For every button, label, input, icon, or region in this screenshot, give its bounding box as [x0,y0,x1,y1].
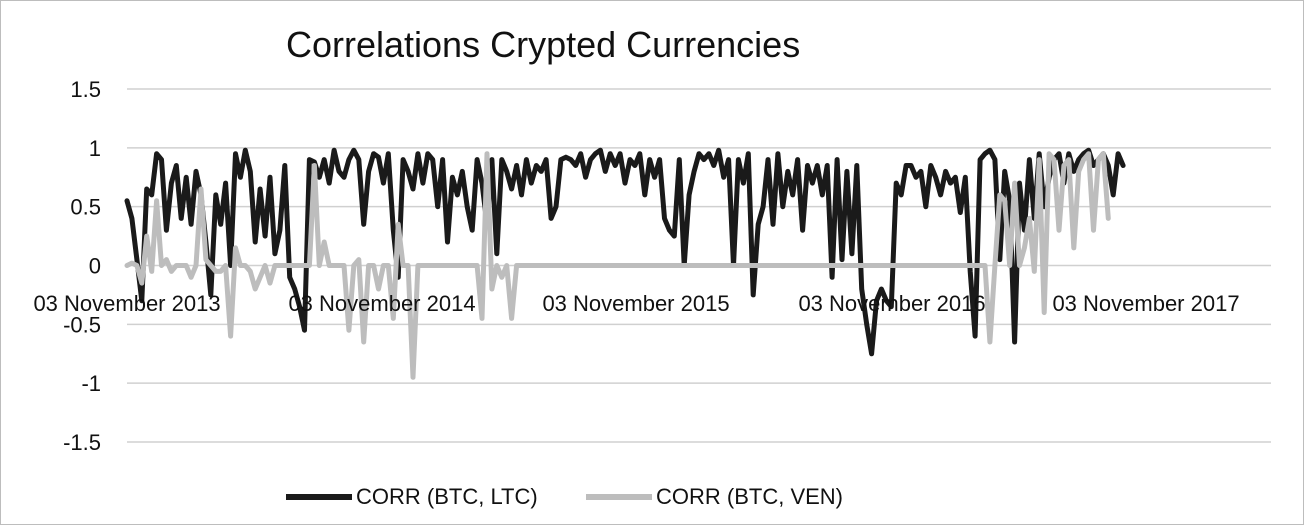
x-tick-label: 03 November 2013 [33,291,220,316]
series-line-btc-ltc [124,147,1126,357]
legend-item-btc-ltc: CORR (BTC, LTC) [286,480,538,514]
chart-title: Correlations Crypted Currencies [286,24,801,65]
y-tick-label: -0.5 [63,312,101,337]
y-tick-label: -1 [81,371,101,396]
legend-label-btc-ven: CORR (BTC, VEN) [656,484,843,509]
y-tick-label: 0 [89,254,101,279]
legend-label-btc-ltc: CORR (BTC, LTC) [356,484,538,509]
legend-swatch-btc-ltc [286,494,352,500]
x-tick-label: 03 November 2015 [542,291,729,316]
legend: CORR (BTC, LTC) CORR (BTC, VEN) [0,480,1304,514]
y-tick-label: 1 [89,136,101,161]
y-tick-label: 0.5 [70,195,101,220]
y-axis: 1.5 1 0.5 0 -0.5 -1 -1.5 [63,77,101,455]
y-tick-label: -1.5 [63,430,101,455]
x-tick-label: 03 November 2017 [1052,291,1239,316]
x-tick-label: 03 November 2016 [798,291,985,316]
series-lines [124,147,1126,380]
series-line-btc-ven [124,151,1111,380]
gridlines [127,88,1271,443]
legend-item-btc-ven: CORR (BTC, VEN) [586,480,843,514]
x-tick-label: 03 November 2014 [288,291,475,316]
y-tick-label: 1.5 [70,77,101,102]
legend-swatch-btc-ven [586,494,652,500]
x-axis: 03 November 2013 03 November 2014 03 Novem… [33,291,1239,316]
